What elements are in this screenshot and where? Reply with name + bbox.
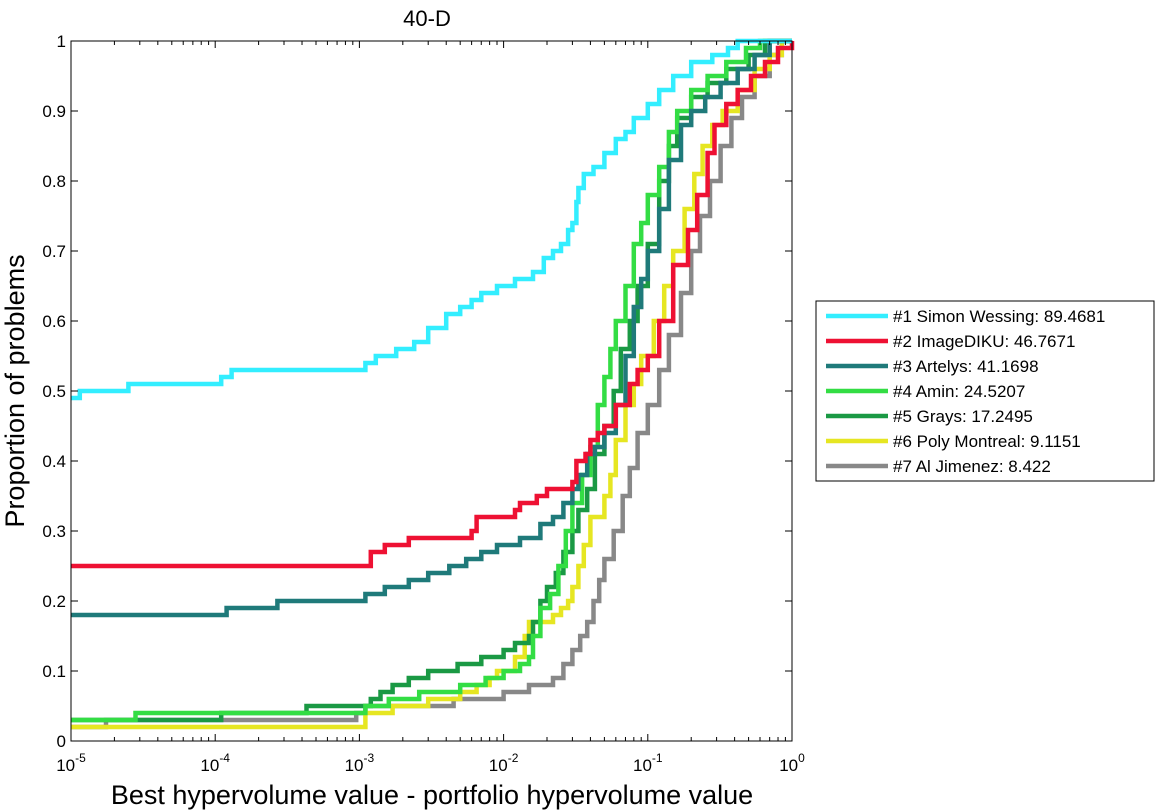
- y-tick-label: 0.1: [42, 662, 66, 681]
- series-line-6: [71, 38, 792, 730]
- y-axis-label: Proportion of problems: [0, 254, 30, 527]
- legend-label-7: #7 Al Jimenez: 8.422: [893, 457, 1051, 476]
- series-line-3: [71, 38, 792, 618]
- y-tick-label: 0.3: [42, 522, 66, 541]
- y-tick-label: 0.6: [42, 312, 66, 331]
- series-line-4: [71, 38, 792, 723]
- series-line-5: [71, 38, 792, 723]
- legend-label-3: #3 Artelys: 41.1698: [893, 357, 1039, 376]
- legend-label-1: #1 Simon Wessing: 89.4681: [893, 307, 1105, 326]
- y-tick-label: 0.5: [42, 382, 66, 401]
- y-tick-label: 0.4: [42, 452, 66, 471]
- legend-label-5: #5 Grays: 17.2495: [893, 407, 1033, 426]
- legend-label-4: #4 Amin: 24.5207: [893, 382, 1025, 401]
- x-tick-label: 10-1: [633, 751, 663, 775]
- y-tick-label: 0: [57, 732, 66, 751]
- series-line-1: [71, 38, 792, 401]
- x-tick-label: 10-4: [200, 751, 230, 775]
- y-tick-label: 0.2: [42, 592, 66, 611]
- y-tick-label: 1: [57, 32, 66, 51]
- series-layer: [71, 38, 795, 730]
- ticks-layer: 0 0.1 0.2 0.3 0.4 0.5 0.6 0.7 0.8 0.9 1 10-5 10-4 10-…: [42, 32, 805, 775]
- series-line-2: [71, 41, 795, 569]
- y-tick-label: 0.9: [42, 102, 66, 121]
- y-tick-label: 0.7: [42, 242, 66, 261]
- x-tick-label: 100: [779, 751, 805, 775]
- legend: #1 Simon Wessing: 89.4681 #2 ImageDIKU: 4…: [815, 300, 1155, 482]
- y-tick-label: 0.8: [42, 172, 66, 191]
- x-tick-label: 10-5: [56, 751, 86, 775]
- x-tick-label: 10-3: [345, 751, 375, 775]
- chart-title: 40-D: [403, 6, 451, 31]
- series-line-7: [71, 38, 792, 730]
- legend-label-6: #6 Poly Montreal: 9.1151: [893, 432, 1081, 451]
- x-axis-label: Best hypervolume value - portfolio hyper…: [111, 780, 753, 810]
- x-tick-label: 10-2: [489, 751, 519, 775]
- legend-label-2: #2 ImageDIKU: 46.7671: [893, 332, 1075, 351]
